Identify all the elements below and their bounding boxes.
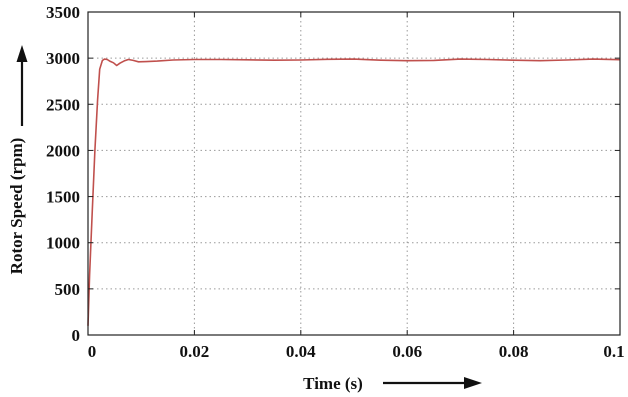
x-tick-label: 0 [88,342,97,361]
y-axis-arrow [16,45,28,126]
x-tick-labels: 0 0.02 0.04 0.06 0.08 0.1 [88,342,625,361]
y-tick-label: 3500 [46,3,80,22]
series-layer [87,58,621,326]
y-tick-label: 2500 [46,95,80,114]
grid [88,12,620,335]
x-tick-label: 0.02 [180,342,210,361]
y-tick-labels: 0 500 1000 1500 2000 2500 3000 3500 [46,3,80,345]
y-tick-label: 3000 [46,49,80,68]
y-tick-label: 1500 [46,188,80,207]
x-tick-label: 0.08 [499,342,529,361]
y-tick-label: 0 [72,326,81,345]
plot-frame [87,11,621,336]
x-axis-title: Time (s) [303,374,363,393]
x-tick-label: 0.1 [603,342,624,361]
series-line-0 [87,58,621,326]
y-axis-title: Rotor Speed (rpm) [7,138,26,275]
y-tick-label: 2000 [46,141,80,160]
tick-marks [87,11,621,336]
x-axis-arrow [383,377,482,389]
y-tick-label: 500 [55,280,81,299]
y-tick-label: 1000 [46,234,80,253]
x-tick-label: 0.06 [392,342,422,361]
x-tick-label: 0.04 [286,342,316,361]
